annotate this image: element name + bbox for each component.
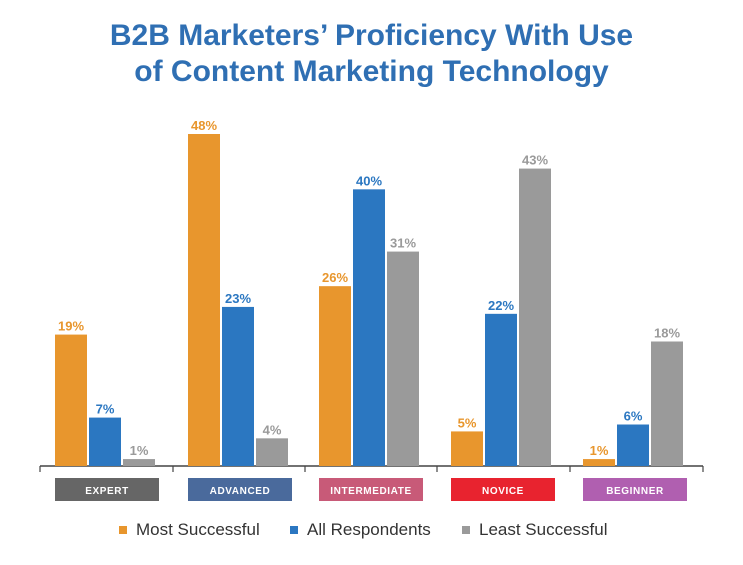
legend-swatch-least-successful: [462, 526, 470, 534]
category-label-box-advanced: [188, 478, 292, 501]
legend-swatch-all-respondents: [290, 526, 298, 534]
bar-expert-most-successful: [55, 334, 87, 466]
bar-advanced-least-successful: [256, 438, 288, 466]
chart-title-line-1: B2B Marketers’ Proficiency With Use: [109, 19, 634, 52]
bar-advanced-all-respondents: [222, 306, 254, 466]
chart-legend: Most Successful All Respondents Least Succ…: [0, 520, 743, 544]
bar-beginner-most-successful: [583, 459, 615, 466]
category-label-novice: NOVICE: [482, 486, 524, 497]
bar-group-novice: 5% 22% 43%: [451, 153, 551, 467]
bar-group-beginner: 1% 6% 18%: [583, 326, 683, 466]
legend-item-most-successful: Most Successful: [119, 520, 260, 540]
bar-expert-all-respondents: [89, 417, 121, 466]
bar-expert-least-successful: [123, 459, 155, 466]
chart-title: B2B Marketers’ Proficiency With Use of C…: [0, 18, 743, 90]
bar-intermediate-least-successful: [387, 251, 419, 466]
data-label-advanced-most-successful: 48%: [191, 118, 217, 133]
data-label-novice-all-respondents: 22%: [488, 298, 514, 313]
bar-group-intermediate: 26% 40% 31%: [319, 173, 419, 467]
bar-intermediate-all-respondents: [353, 189, 385, 467]
data-label-novice-most-successful: 5%: [458, 415, 477, 430]
bar-beginner-all-respondents: [617, 424, 649, 466]
category-label-intermediate: INTERMEDIATE: [330, 486, 411, 497]
legend-label-all-respondents: All Respondents: [307, 520, 431, 539]
data-label-intermediate-least-successful: 31%: [390, 236, 416, 251]
data-label-expert-most-successful: 19%: [58, 319, 84, 334]
data-label-beginner-most-successful: 1%: [590, 443, 609, 458]
bar-novice-least-successful: [519, 168, 551, 467]
bar-novice-all-respondents: [485, 313, 517, 466]
category-label-box-beginner: [583, 478, 687, 501]
chart-title-line-2: of Content Marketing Technology: [134, 55, 609, 88]
category-label-box-intermediate: [319, 478, 423, 501]
data-label-intermediate-all-respondents: 40%: [356, 173, 382, 188]
data-label-beginner-all-respondents: 6%: [624, 409, 643, 424]
data-label-beginner-least-successful: 18%: [654, 326, 680, 341]
legend-item-least-successful: Least Successful: [462, 520, 608, 540]
bar-advanced-most-successful: [188, 134, 220, 466]
category-label-box-expert: [55, 478, 159, 501]
data-label-intermediate-most-successful: 26%: [322, 270, 348, 285]
category-label-advanced: ADVANCED: [210, 486, 271, 497]
bar-beginner-least-successful: [651, 341, 683, 466]
category-label-beginner: BEGINNER: [606, 486, 664, 497]
legend-item-all-respondents: All Respondents: [290, 520, 431, 540]
legend-label-most-successful: Most Successful: [136, 520, 260, 539]
data-label-advanced-all-respondents: 23%: [225, 291, 251, 306]
legend-label-least-successful: Least Successful: [479, 520, 608, 539]
bar-group-expert: 19% 7% 1%: [55, 319, 155, 466]
data-label-novice-least-successful: 43%: [522, 153, 548, 168]
bar-intermediate-most-successful: [319, 286, 351, 466]
bar-novice-most-successful: [451, 431, 483, 466]
bar-chart: 19% 7% 1% EXPERT 48% 23% 4% ADVANCED 26% 40% 31% IN…: [39, 118, 704, 501]
data-label-advanced-least-successful: 4%: [263, 422, 282, 437]
data-label-expert-least-successful: 1%: [130, 443, 149, 458]
data-label-expert-all-respondents: 7%: [96, 402, 115, 417]
legend-swatch-most-successful: [119, 526, 127, 534]
category-label-box-novice: [451, 478, 555, 501]
category-label-expert: EXPERT: [85, 486, 129, 497]
bar-group-advanced: 48% 23% 4%: [188, 118, 288, 466]
